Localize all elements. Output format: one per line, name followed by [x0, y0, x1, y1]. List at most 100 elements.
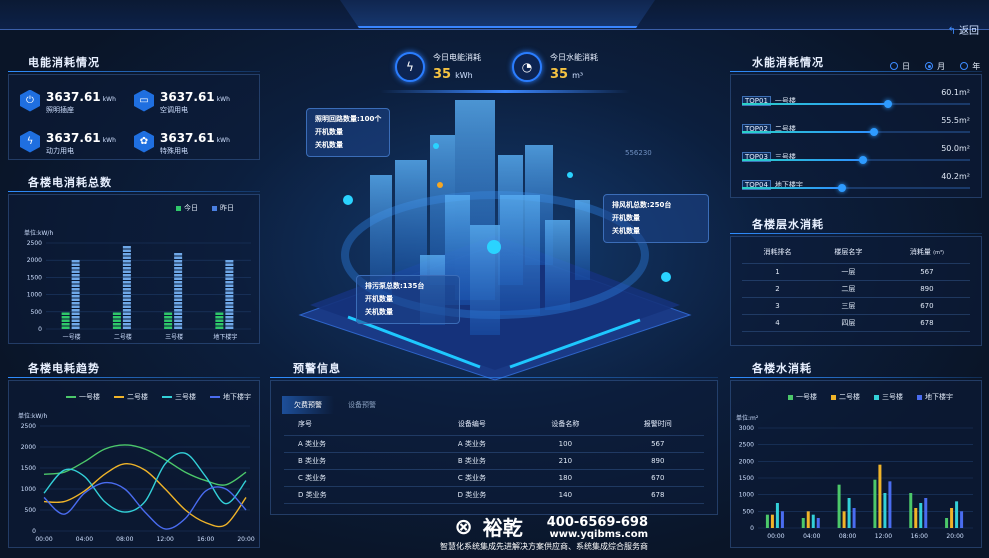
- table-cell: 三层: [812, 297, 884, 315]
- table-cell: 二层: [812, 280, 884, 298]
- unit-label: (m³): [933, 249, 944, 256]
- line-二号楼: [43, 462, 247, 528]
- bar-segment: [225, 326, 234, 329]
- bar-segment: [122, 326, 131, 329]
- back-button[interactable]: ↰ 返回: [948, 22, 979, 37]
- bar-segment: [71, 305, 80, 308]
- bar-一号楼-08:00: [837, 484, 841, 528]
- table-cell: D 类业务: [424, 486, 520, 504]
- tab-arrears-alert[interactable]: 欠费预警: [282, 396, 334, 414]
- bar-segment: [122, 281, 131, 284]
- rank-item: TOP02 二号楼 55.5m²: [742, 116, 970, 144]
- bar-segment: [225, 274, 234, 277]
- divider: [730, 71, 982, 72]
- bar-segment: [225, 319, 234, 322]
- rank-knob: [858, 156, 867, 164]
- rank-track: [742, 128, 970, 136]
- bar-segment: [122, 249, 131, 252]
- table-cell: D 类业务: [284, 486, 425, 504]
- bar-三号楼-08:00: [847, 498, 851, 528]
- bar-segment: [174, 267, 183, 270]
- floor-water-title: 各楼层水消耗: [752, 218, 824, 231]
- table-cell: 670: [611, 469, 704, 487]
- bar-segment: [174, 291, 183, 294]
- x-tick-label: 12:00: [875, 533, 892, 540]
- bar-segment: [112, 323, 121, 326]
- bar-segment: [225, 323, 234, 326]
- bar-segment: [71, 298, 80, 301]
- legend-item: 二号楼: [831, 392, 860, 402]
- bar-segment: [225, 284, 234, 287]
- bar-segment: [215, 316, 224, 319]
- bar-segment: [122, 319, 131, 322]
- y-tick-label: 1000: [21, 486, 36, 493]
- bar-segment: [225, 305, 234, 308]
- y-tick-label: 2000: [21, 444, 36, 451]
- col-header: 设备名称: [519, 413, 612, 436]
- y-tick-label: 500: [743, 508, 755, 515]
- rank-track: [742, 156, 970, 164]
- callout-exhaust-fan: 排风机总数:250台 开机数量 关机数量: [603, 194, 709, 243]
- table-row: 1 一层 567: [742, 263, 970, 281]
- radio-month[interactable]: 月: [925, 61, 945, 72]
- bar-segment: [225, 291, 234, 294]
- bolt-icon: ϟ: [20, 130, 40, 153]
- table-cell: A 类业务: [284, 435, 425, 453]
- bar-segment: [215, 319, 224, 322]
- kpi-label: 动力用电: [46, 147, 74, 155]
- bar-segment: [122, 309, 131, 312]
- bar-昨日-三号楼: [174, 255, 182, 329]
- legend-item: 三号楼: [874, 392, 903, 402]
- bar-segment: [71, 263, 80, 266]
- map-label: 556230: [625, 149, 652, 157]
- stat-unit: m³: [572, 71, 584, 80]
- bar-今日-二号楼: [113, 312, 121, 329]
- bar-segment: [71, 316, 80, 319]
- bar-segment: [71, 270, 80, 273]
- y-tick-label: 2000: [27, 257, 42, 264]
- bar-segment: [174, 284, 183, 287]
- col-header: 报警时间: [611, 413, 704, 436]
- rank-tag: TOP03: [742, 152, 771, 162]
- table-row: C 类业务 C 类业务 180 670: [284, 469, 704, 487]
- bar-segment: [174, 302, 183, 305]
- legend-item: 地下楼宇: [210, 392, 251, 402]
- kpi-label: 特殊用电: [160, 147, 188, 155]
- bar-segment: [174, 305, 183, 308]
- bar-segment: [122, 256, 131, 259]
- bar-segment: [174, 316, 183, 319]
- stat-value: 35: [550, 67, 569, 82]
- bar-segment: [174, 274, 183, 277]
- back-label: 返回: [959, 26, 979, 37]
- col-header: 序号: [284, 413, 425, 436]
- kpi-value: 3637.61: [46, 131, 101, 145]
- alert-tabs: 欠费预警 设备预警: [282, 396, 388, 414]
- table-cell: 一层: [812, 263, 884, 281]
- bar-segment: [164, 323, 173, 326]
- bar-segment: [71, 326, 80, 329]
- radio-day[interactable]: 日: [890, 61, 910, 72]
- bar-segment: [164, 316, 173, 319]
- rank-name: 三号楼: [774, 153, 796, 161]
- electric-title: 电能消耗情况: [28, 56, 100, 69]
- rank-value: 55.5m²: [941, 116, 970, 125]
- bar-segment: [112, 316, 121, 319]
- bar-segment: [122, 312, 131, 315]
- x-tick-label: 三号楼: [165, 333, 183, 341]
- bar-segment: [174, 295, 183, 298]
- tab-device-alert[interactable]: 设备预警: [348, 401, 376, 409]
- rank-track: [742, 184, 970, 192]
- bar-segment: [225, 295, 234, 298]
- stats-base-glow: [380, 90, 630, 93]
- col-header: 设备编号: [424, 413, 520, 436]
- bar-一号楼-04:00: [801, 518, 805, 528]
- stat-electric-today: ϟ 今日电能消耗 35 kWh: [395, 52, 481, 82]
- stat-water-today: ◔ 今日水能消耗 35 m³: [512, 52, 598, 82]
- bar-segment: [174, 288, 183, 291]
- radio-year[interactable]: 年: [960, 61, 980, 72]
- table-cell: 180: [519, 469, 612, 487]
- water-meter-icon: ◔: [512, 52, 542, 82]
- rank-value: 40.2m²: [941, 172, 970, 181]
- kpi-value: 3637.61: [46, 90, 101, 104]
- table-cell: C 类业务: [284, 469, 425, 487]
